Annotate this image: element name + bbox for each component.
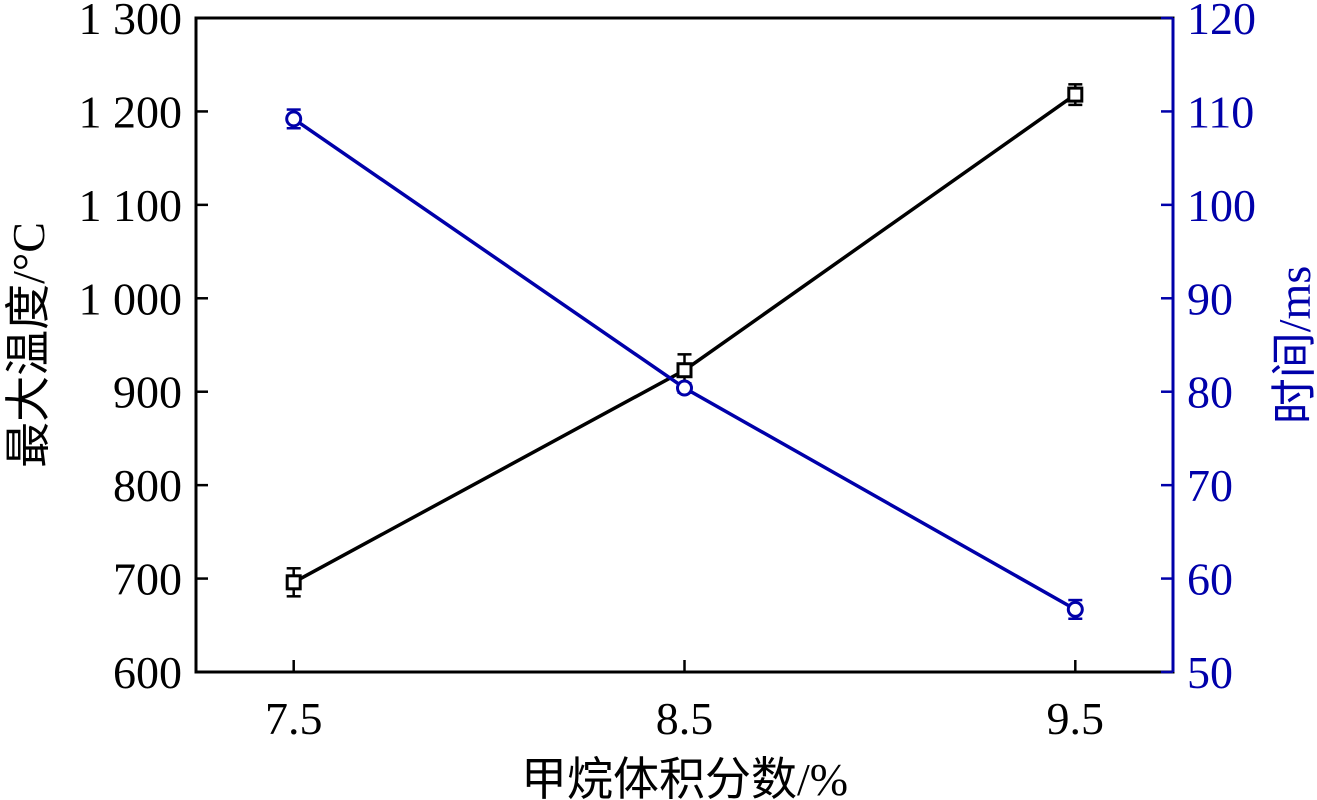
series-line [292,93,1077,584]
plot-frame [194,16,1175,674]
right-y-tick-label: 70 [1187,460,1233,511]
left-y-tick-label: 700 [113,554,182,605]
left-y-tick-label: 1 200 [79,86,183,137]
data-point-square [1067,86,1084,103]
left-y-tick-label: 1 000 [79,273,183,324]
x-tick-label: 9.5 [1047,693,1105,744]
right-y-tick-label: 110 [1187,86,1254,137]
data-point-circle [676,379,693,397]
right-y-axis-label: 时间/ms [1269,266,1317,424]
left-y-tick-label: 1 100 [79,180,183,231]
right-y-tick-label: 90 [1187,273,1233,324]
series-layer [285,83,1084,620]
right-y-tick-label: 80 [1187,367,1233,418]
left-y-tick-label: 600 [113,647,182,698]
left-y-tick-label: 900 [113,367,182,418]
right-y-tick-label: 120 [1187,0,1256,44]
data-point-circle [1066,600,1084,618]
axes: 7.5 8.5 9.5 600 700 800 900 1 000 1 100 1 200 1 30… [79,0,1257,744]
series-right-axis [285,108,1084,620]
data-point-circle [285,110,303,128]
right-y-tick-label: 50 [1187,647,1233,698]
x-tick-label: 8.5 [656,693,714,744]
x-axis-label: 甲烷体积分数/% [521,754,848,800]
data-point-square [285,574,302,591]
left-y-tick-label: 1 300 [79,0,183,44]
x-tick-label: 7.5 [265,693,323,744]
left-y-axis-label: 最大温度/°C [3,222,54,468]
right-y-tick-label: 100 [1187,180,1256,231]
left-y-tick-label: 800 [113,460,182,511]
series-left-axis [285,83,1084,598]
right-y-tick-label: 60 [1187,554,1233,605]
data-point-square [676,362,693,379]
